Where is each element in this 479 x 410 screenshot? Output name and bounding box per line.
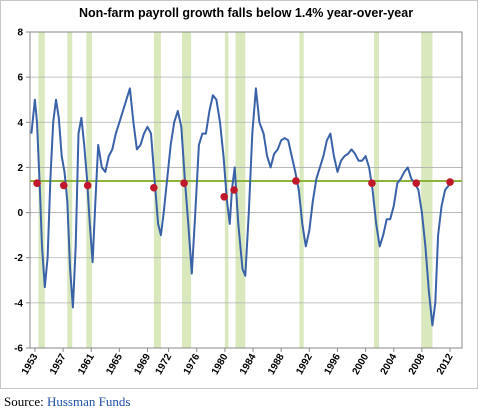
recession-band [421, 32, 433, 348]
marker [33, 179, 41, 188]
marker [220, 192, 228, 201]
y-tick-label: 6 [17, 73, 23, 84]
recession-band [299, 32, 304, 348]
marker [83, 181, 92, 190]
y-tick-label: 0 [17, 208, 23, 219]
recession-band [374, 32, 379, 348]
chart: Non-farm payroll growth falls below 1.4%… [0, 0, 478, 389]
marker [446, 178, 454, 186]
source: Source: Hussman Funds [4, 394, 130, 410]
recession-band [153, 32, 161, 348]
marker [180, 179, 188, 188]
marker [59, 181, 68, 190]
y-tick-label: 2 [17, 163, 23, 174]
marker [368, 179, 376, 188]
source-link[interactable]: Hussman Funds [46, 394, 131, 409]
recession-band [38, 32, 45, 348]
recession-band [67, 32, 73, 348]
source-label: Source: [4, 394, 44, 409]
recession-band [235, 32, 246, 348]
marker [292, 177, 300, 185]
y-tick-label: 8 [17, 28, 23, 39]
y-tick-label: -4 [14, 298, 23, 309]
marker [150, 183, 158, 192]
chart-title: Non-farm payroll growth falls below 1.4%… [79, 6, 413, 20]
y-tick-label: -2 [14, 253, 23, 264]
y-tick-label: -6 [14, 344, 23, 355]
recession-band [86, 32, 92, 348]
y-tick-label: 4 [17, 118, 23, 129]
marker [230, 186, 238, 194]
marker [412, 179, 421, 188]
plot-area [29, 31, 463, 349]
